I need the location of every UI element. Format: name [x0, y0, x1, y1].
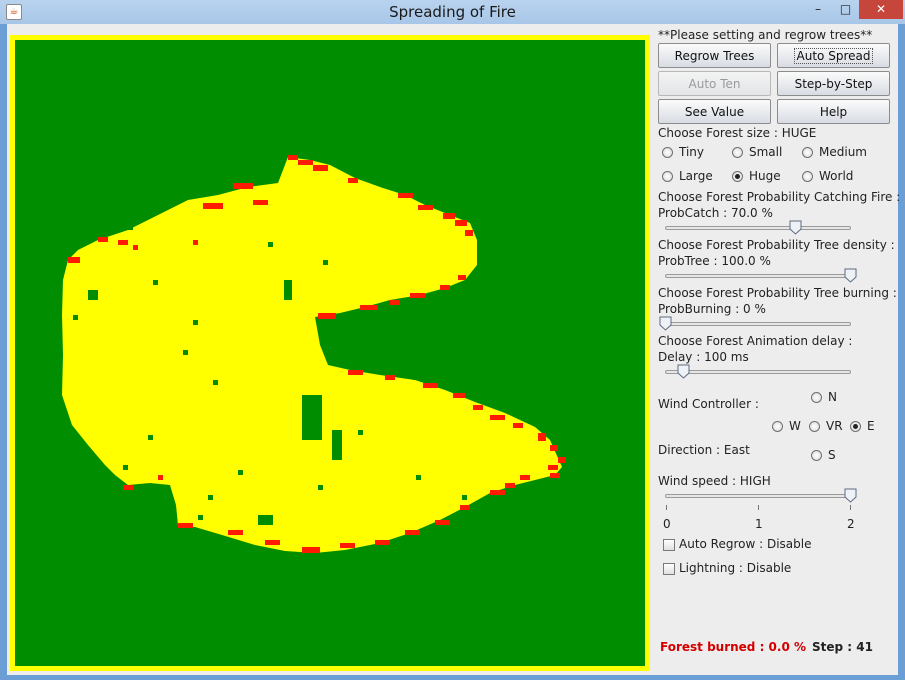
wind-speed-tick-label-2: 2 — [847, 517, 855, 531]
title-bar: ☕ Spreading of Fire – □ ✕ — [0, 0, 905, 24]
wind-label-e: E — [867, 419, 875, 433]
see-value-button[interactable]: See Value — [658, 99, 771, 124]
delay-value: Delay : 100 ms — [658, 350, 749, 364]
regrow-trees-button[interactable]: Regrow Trees — [658, 43, 771, 68]
wind-speed-label: Wind speed : HIGH — [658, 474, 771, 488]
minimize-button[interactable]: – — [815, 2, 821, 16]
forest-grid[interactable] — [10, 35, 650, 671]
auto-spread-button[interactable]: Auto Spread — [777, 43, 890, 68]
size-label-small: Small — [749, 145, 783, 159]
size-label-medium: Medium — [819, 145, 867, 159]
auto-regrow-checkbox[interactable] — [663, 539, 675, 551]
wind-label-n: N — [828, 390, 837, 404]
wind-speed-slider-track[interactable] — [665, 494, 851, 498]
wind-speed-tick-0 — [666, 505, 667, 510]
window-title: Spreading of Fire — [389, 3, 516, 21]
maximize-button[interactable]: □ — [839, 2, 852, 16]
wind-speed-tick-label-1: 1 — [755, 517, 763, 531]
forest-size-label: Choose Forest size : HUGE — [658, 126, 817, 140]
wind-radio-n[interactable] — [811, 392, 822, 403]
prob-tree-value: ProbTree : 100.0 % — [658, 254, 771, 268]
forest-canvas — [15, 40, 645, 666]
wind-speed-tick-2 — [850, 505, 851, 510]
wind-radio-s[interactable] — [811, 450, 822, 461]
lightning-checkbox[interactable] — [663, 563, 675, 575]
size-radio-small[interactable] — [732, 147, 743, 158]
size-label-tiny: Tiny — [679, 145, 705, 159]
unburnt-patches — [73, 225, 467, 555]
wind-radio-w[interactable] — [772, 421, 783, 432]
wind-label-s: S — [828, 448, 836, 462]
java-app-icon: ☕ — [6, 4, 22, 20]
prob-catch-slider-track[interactable] — [665, 226, 851, 230]
forest-burned-status: Forest burned : 0.0 % — [660, 640, 807, 654]
step-by-step-button[interactable]: Step-by-Step — [777, 71, 890, 96]
size-radio-huge[interactable] — [732, 171, 743, 182]
prob-burning-value: ProbBurning : 0 % — [658, 302, 766, 316]
prob-tree-slider-track[interactable] — [665, 274, 851, 278]
burnt-region — [62, 157, 562, 553]
wind-speed-tick-label-0: 0 — [663, 517, 671, 531]
prob-catch-label: Choose Forest Probability Catching Fire … — [658, 190, 901, 204]
burning-front — [68, 155, 566, 553]
prob-burning-slider-thumb[interactable] — [659, 316, 672, 331]
size-radio-world[interactable] — [802, 171, 813, 182]
prob-tree-label: Choose Forest Probability Tree density : — [658, 238, 895, 252]
wind-speed-tick-1 — [758, 505, 759, 510]
wind-label-w: W — [789, 419, 801, 433]
step-counter: Step : 41 — [812, 640, 873, 654]
close-button[interactable]: ✕ — [859, 0, 903, 19]
prob-catch-slider-thumb[interactable] — [789, 220, 802, 235]
auto-regrow-label: Auto Regrow : Disable — [679, 537, 812, 551]
size-label-large: Large — [679, 169, 713, 183]
prob-burning-label: Choose Forest Probability Tree burning : — [658, 286, 897, 300]
wind-label-vr: VR — [826, 419, 843, 433]
prob-tree-slider-thumb[interactable] — [844, 268, 857, 283]
prob-catch-value: ProbCatch : 70.0 % — [658, 206, 773, 220]
size-label-world: World — [819, 169, 854, 183]
prob-burning-slider-track[interactable] — [665, 322, 851, 326]
size-label-huge: Huge — [749, 169, 781, 183]
size-radio-large[interactable] — [662, 171, 673, 182]
auto-ten-button[interactable]: Auto Ten — [658, 71, 771, 96]
wind-direction-label: Direction : East — [658, 443, 750, 457]
panel-header: **Please setting and regrow trees** — [658, 28, 873, 42]
delay-slider-thumb[interactable] — [677, 364, 690, 379]
size-radio-tiny[interactable] — [662, 147, 673, 158]
delay-label: Choose Forest Animation delay : — [658, 334, 853, 348]
delay-slider-track[interactable] — [665, 370, 851, 374]
wind-radio-vr[interactable] — [809, 421, 820, 432]
control-panel: **Please setting and regrow trees** Regr… — [658, 26, 901, 666]
wind-speed-slider-thumb[interactable] — [844, 488, 857, 503]
wind-controller-label: Wind Controller : — [658, 397, 759, 411]
lightning-label: Lightning : Disable — [679, 561, 792, 575]
size-radio-medium[interactable] — [802, 147, 813, 158]
wind-radio-e[interactable] — [850, 421, 861, 432]
help-button[interactable]: Help — [777, 99, 890, 124]
